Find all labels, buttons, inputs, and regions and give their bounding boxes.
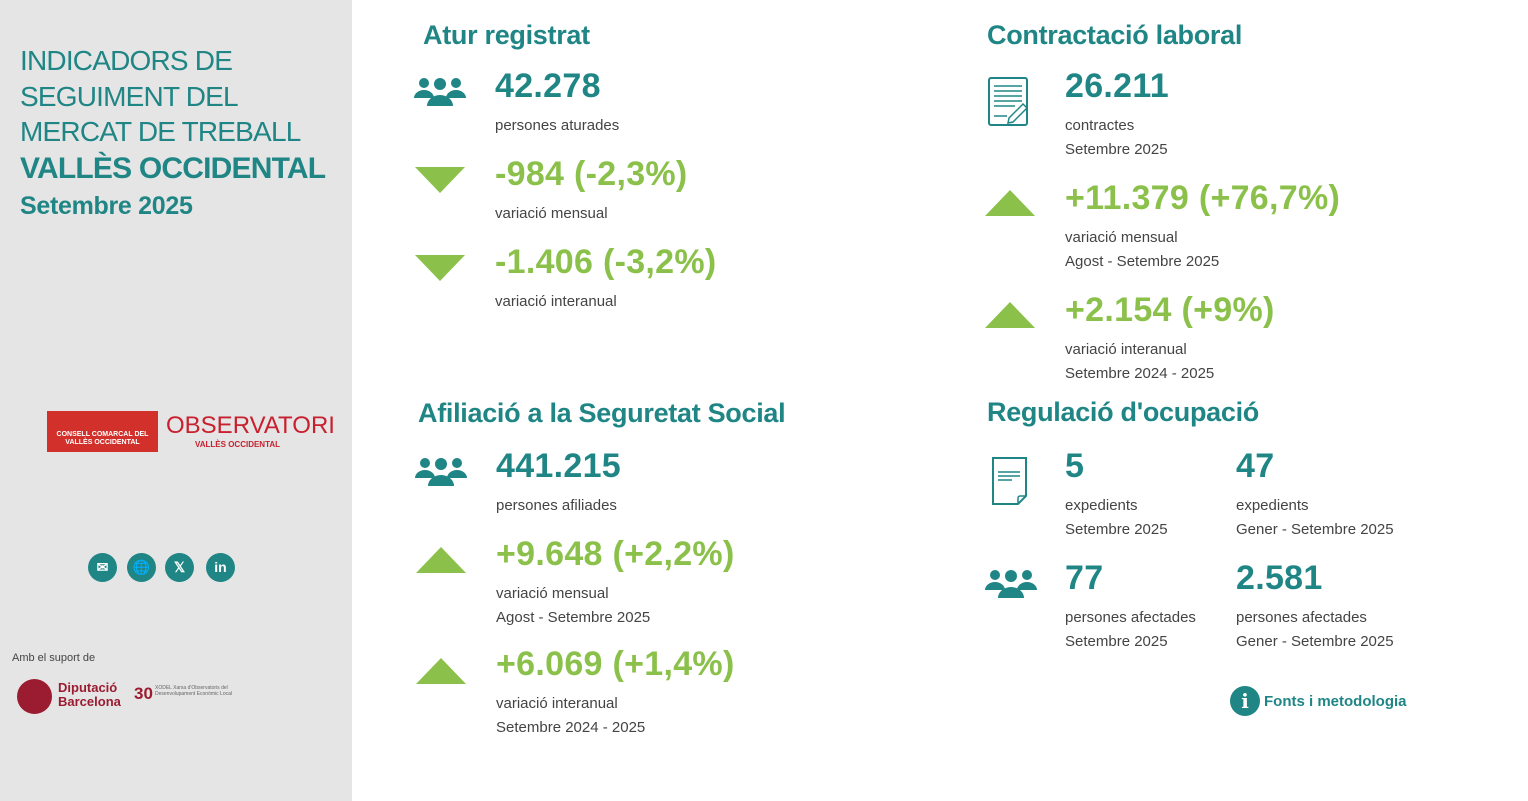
down-arrow-icon	[415, 167, 465, 193]
fonts-metodologia-label: Fonts i metodologia	[1264, 692, 1407, 710]
people-icon	[985, 570, 1037, 598]
afiliacio-monthly-label: variació mensual	[496, 585, 609, 602]
afiliacio-label: persones afiliades	[496, 497, 617, 514]
atur-value: 42.278	[495, 67, 601, 105]
period-title: Setembre 2025	[20, 192, 193, 220]
contractacio-yearly-value: +2.154 (+9%)	[1065, 291, 1275, 329]
sidebar: INDICADORS DE SEGUIMENT DEL MERCAT DE TR…	[0, 0, 352, 801]
info-icon: i	[1230, 686, 1260, 716]
contractacio-value: 26.211	[1065, 67, 1169, 105]
atur-yearly-label: variació interanual	[495, 293, 617, 310]
exp-ytd-value: 47	[1236, 447, 1275, 485]
up-arrow-icon	[985, 302, 1035, 328]
down-arrow-icon	[415, 255, 465, 281]
atur-yearly-value: -1.406 (-3,2%)	[495, 243, 717, 281]
atur-title: Atur registrat	[423, 20, 590, 50]
support-label: Amb el suport de	[12, 652, 96, 664]
contractacio-label: contractes	[1065, 117, 1135, 134]
title-line: SEGUIMENT DEL	[20, 81, 239, 112]
afiliacio-value: 441.215	[496, 447, 622, 485]
regulacio-title: Regulació d'ocupació	[987, 397, 1259, 427]
pers-ytd-value: 2.581	[1236, 559, 1323, 597]
atur-monthly-value: -984 (-2,3%)	[495, 155, 688, 193]
exp-ytd-label: expedients	[1236, 497, 1309, 514]
pers-month-period: Setembre 2025	[1065, 633, 1168, 650]
up-arrow-icon	[416, 547, 466, 573]
people-icon	[414, 78, 466, 106]
linkedin-icon[interactable]: in	[206, 553, 235, 582]
afiliacio-monthly-value: +9.648 (+2,2%)	[496, 535, 735, 573]
atur-monthly-label: variació mensual	[495, 205, 608, 222]
contractacio-monthly-value: +11.379 (+76,7%)	[1065, 179, 1341, 217]
observatori-logo: OBSERVATORI	[166, 412, 335, 439]
title-line: INDICADORS DE	[20, 45, 233, 76]
document-icon	[992, 457, 1027, 505]
up-arrow-icon	[985, 190, 1035, 216]
web-icon[interactable]: 🌐	[127, 553, 156, 582]
pers-ytd-period: Gener - Setembre 2025	[1236, 633, 1394, 650]
xodel-logo: XODEL Xarxa d'Observatoris del Desenvolu…	[155, 685, 232, 697]
consell-comarcal-logo: CONSELL COMARCAL DEL VALLÈS OCCIDENTAL	[47, 411, 158, 452]
contractacio-yearly-period: Setembre 2024 - 2025	[1065, 365, 1215, 382]
exp-month-label: expedients	[1065, 497, 1138, 514]
exp-ytd-period: Gener - Setembre 2025	[1236, 521, 1394, 538]
contract-document-icon	[988, 77, 1029, 126]
afiliacio-yearly-value: +6.069 (+1,4%)	[496, 645, 735, 683]
title-line: MERCAT DE TREBALL	[20, 116, 301, 147]
observatori-logo-sub: VALLÈS OCCIDENTAL	[195, 440, 281, 449]
people-icon	[415, 458, 467, 486]
contractacio-monthly-period: Agost - Setembre 2025	[1065, 253, 1220, 270]
afiliacio-monthly-period: Agost - Setembre 2025	[496, 609, 651, 626]
region-title: VALLÈS OCCIDENTAL	[20, 152, 326, 185]
afiliacio-title: Afiliació a la Seguretat Social	[418, 398, 786, 428]
atur-label: persones aturades	[495, 117, 620, 134]
exp-month-period: Setembre 2025	[1065, 521, 1168, 538]
contractacio-period: Setembre 2025	[1065, 141, 1168, 158]
email-icon[interactable]: ✉	[88, 553, 117, 582]
pers-month-value: 77	[1065, 559, 1104, 597]
contractacio-monthly-label: variació mensual	[1065, 229, 1178, 246]
afiliacio-yearly-period: Setembre 2024 - 2025	[496, 719, 646, 736]
pers-month-label: persones afectades	[1065, 609, 1196, 626]
exp-month-value: 5	[1065, 447, 1085, 485]
diputacio-logo: Diputació Barcelona	[58, 680, 121, 709]
contractacio-yearly-label: variació interanual	[1065, 341, 1187, 358]
fonts-metodologia-link[interactable]: i Fonts i metodologia	[1230, 686, 1407, 716]
afiliacio-yearly-label: variació interanual	[496, 695, 618, 712]
contractacio-title: Contractació laboral	[987, 20, 1243, 50]
up-arrow-icon	[416, 658, 466, 684]
x-icon[interactable]: 𝕏	[165, 553, 194, 582]
diputacio-emblem-icon	[17, 679, 52, 714]
xodel-30-logo: 30	[134, 684, 153, 703]
pers-ytd-label: persones afectades	[1236, 609, 1367, 626]
